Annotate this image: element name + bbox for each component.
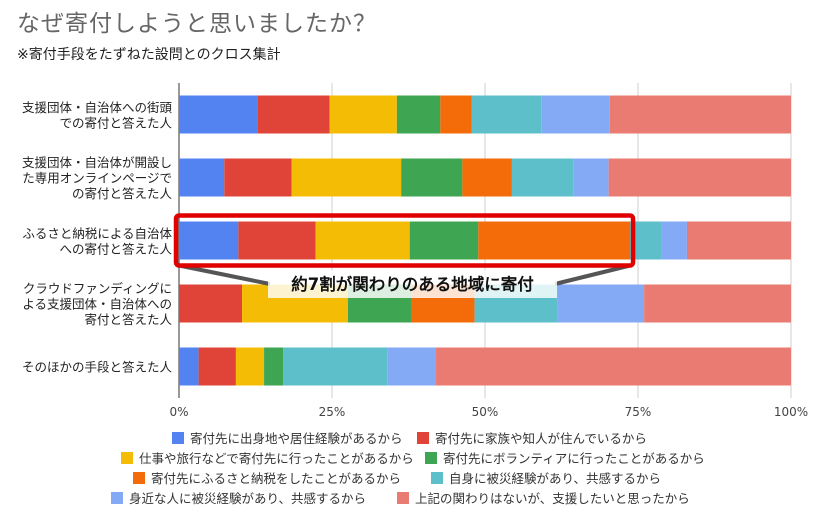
legend-label: 自身に被災経験があり、共感するから xyxy=(449,471,661,486)
legend-swatch xyxy=(121,452,133,464)
x-tick-labels: 0% 25% 50% 75% 100% xyxy=(169,405,808,419)
category-label: 支援団体・自治体が開設し xyxy=(22,155,172,170)
category-label: の寄付と答えた人 xyxy=(72,186,173,201)
x-tick-label: 50% xyxy=(472,405,499,419)
bar-segment xyxy=(257,95,330,134)
bar-segment xyxy=(511,158,574,197)
category-label: への寄付と答えた人 xyxy=(59,241,172,256)
bar-segment xyxy=(315,221,410,260)
legend-label: 身近な人に被災経験があり、共感するから xyxy=(129,491,366,506)
bar-segment xyxy=(471,95,542,134)
annotation-connector xyxy=(554,263,631,286)
bar-segment xyxy=(573,158,609,197)
legend-swatch xyxy=(397,492,409,504)
legend-swatch xyxy=(425,452,437,464)
category-label: 寄付と答えた人 xyxy=(84,312,172,327)
x-tick-label: 100% xyxy=(774,405,808,419)
highlight-box xyxy=(173,213,636,268)
bar-segment xyxy=(179,347,199,386)
bar-segment xyxy=(686,221,791,260)
category-labels: 支援団体・自治体への街頭での寄付と答えた人支援団体・自治体が開設した専用オンライ… xyxy=(22,100,173,375)
bar-segment xyxy=(630,221,662,260)
category-label: そのほかの手段と答えた人 xyxy=(22,360,173,375)
legend-label: 寄付先にふるさと納税をしたことがあるから xyxy=(151,471,401,486)
bar-segment xyxy=(224,158,292,197)
annotation: 約7割が関わりのある地域に寄付 xyxy=(173,213,636,298)
bar-segment xyxy=(264,347,284,386)
bar-segment xyxy=(179,284,243,323)
bar-segment xyxy=(329,95,397,134)
annotation-background xyxy=(268,270,557,298)
bar-segment xyxy=(179,95,258,134)
bar-segment xyxy=(409,221,479,260)
bar-segment xyxy=(644,284,791,323)
legend-swatch xyxy=(133,472,145,484)
bar-segment xyxy=(179,221,239,260)
bar-segment xyxy=(609,95,791,134)
legend-label: 寄付先にボランティアに行ったことがあるから xyxy=(443,451,705,466)
legend-swatch xyxy=(111,492,123,504)
bar-segment xyxy=(387,347,437,386)
legend-swatch xyxy=(172,432,184,444)
page-subtitle: ※寄付手段をたずねた設問とのクロス集計 xyxy=(17,47,281,63)
bars xyxy=(179,95,791,386)
category-label: クラウドファンディングに xyxy=(23,281,172,296)
x-tick-label: 0% xyxy=(169,405,188,419)
category-label: た専用オンラインページで xyxy=(22,171,172,186)
bar-segment xyxy=(283,347,388,386)
legend-label: 仕事や旅行などで寄付先に行ったことがあるから xyxy=(139,451,414,466)
legend: 寄付先に出身地や居住経験があるから 寄付先に家族や知人が住んでいるから仕事や旅行な… xyxy=(111,431,705,506)
bar-segment xyxy=(661,221,687,260)
bar-segment xyxy=(436,347,791,386)
bar-segment xyxy=(557,284,645,323)
legend-label: 上記の関わりはないが、支援したいと思ったから xyxy=(415,491,690,506)
x-tick-label: 25% xyxy=(319,405,346,419)
bar-segment xyxy=(235,347,265,386)
legend-swatch xyxy=(417,432,429,444)
bar-segment xyxy=(198,347,236,386)
bar-segment xyxy=(291,158,402,197)
bar-segment xyxy=(440,95,472,134)
category-label: ふるさと納税による自治体 xyxy=(22,226,172,241)
legend-label: 寄付先に家族や知人が住んでいるから xyxy=(435,431,647,446)
bar-segment xyxy=(541,95,610,134)
x-tick-label: 75% xyxy=(625,405,652,419)
category-label: での寄付と答えた人 xyxy=(59,115,172,130)
annotation-label: 約7割が関わりのある地域に寄付 xyxy=(291,274,534,294)
annotation-connector xyxy=(178,263,271,286)
bar-segment xyxy=(238,221,316,260)
bar-segment xyxy=(608,158,791,197)
bar-segment xyxy=(462,158,512,197)
legend-label: 寄付先に出身地や居住経験があるから xyxy=(190,431,403,446)
bar-segment xyxy=(401,158,463,197)
page-title: なぜ寄付しようと思いましたか？ xyxy=(17,11,377,37)
legend-swatch xyxy=(431,472,443,484)
category-label: 支援団体・自治体への街頭 xyxy=(22,100,173,115)
bar-segment xyxy=(179,158,225,197)
bar-segment xyxy=(396,95,441,134)
category-label: よる支援団体・自治体への xyxy=(22,297,172,312)
bar-segment xyxy=(478,221,631,260)
